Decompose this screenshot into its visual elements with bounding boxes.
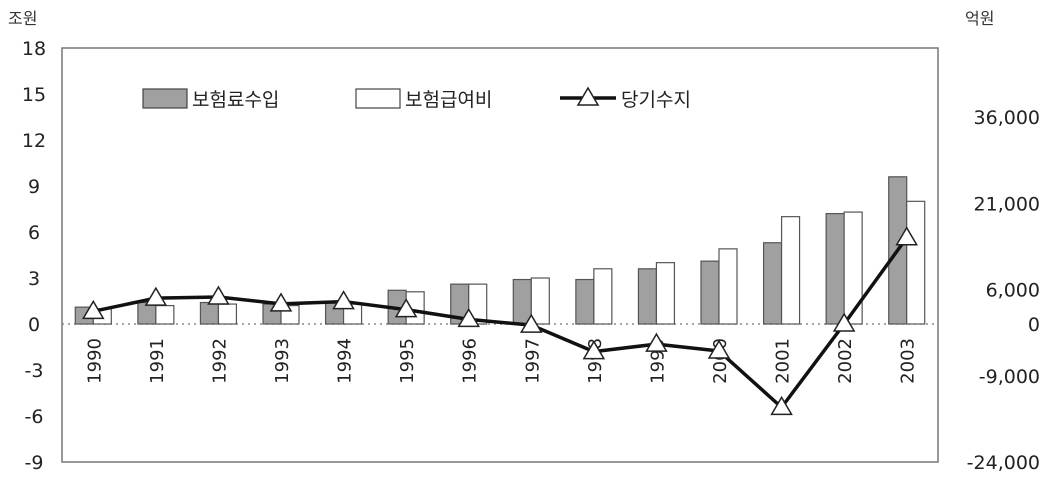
category-label: 1990	[84, 338, 105, 384]
right-tick-label: 21,000	[974, 193, 1040, 215]
left-axis-unit: 조원	[8, 9, 37, 28]
left-tick-label: 9	[28, 176, 40, 198]
category-label: 1993	[272, 338, 293, 384]
balance-point	[394, 298, 418, 318]
legend-swatch-benefit	[355, 88, 401, 109]
bar-premium-income	[512, 278, 532, 325]
bar-benefit-cost	[655, 262, 676, 325]
legend-swatch-marker	[576, 86, 600, 106]
bar-benefit-cost	[906, 200, 926, 325]
balance-line	[81, 226, 919, 416]
bar-benefit-cost	[530, 277, 550, 325]
balance-point	[707, 339, 731, 359]
category-label: 1997	[522, 338, 543, 384]
left-tick-label: 6	[28, 222, 40, 244]
legend-swatch-premium	[142, 88, 188, 109]
category-labels: 1990 1991 1992 1993 1994 1995 1996 1997 1998 1999…	[84, 338, 918, 384]
left-tick-label: 15	[22, 84, 46, 106]
balance-point	[832, 312, 856, 332]
right-tick-label: 0	[1028, 314, 1040, 336]
left-tick-label: -6	[25, 406, 44, 428]
left-tick-label: -9	[25, 452, 44, 474]
right-tick-label: -24,000	[967, 452, 1040, 474]
bar-benefit-cost	[217, 303, 238, 325]
plot-border	[61, 47, 939, 463]
category-label: 1992	[209, 338, 230, 384]
balance-point	[645, 332, 668, 352]
bar-premium-income	[637, 268, 658, 325]
category-label: 1995	[397, 338, 418, 384]
left-tick-label: 0	[28, 314, 40, 336]
left-tick-label: 12	[22, 130, 46, 152]
category-label: 1994	[335, 338, 356, 384]
legend-label-balance: 당기수지	[621, 89, 691, 111]
balance-point	[582, 340, 606, 360]
category-label: 1991	[147, 338, 168, 384]
bar-premium-income	[825, 213, 845, 325]
balance-point	[144, 286, 168, 306]
category-label: 2002	[835, 338, 856, 384]
left-tick-label: -3	[25, 360, 44, 382]
legend: 보험료수입 보험급여비 당기수지	[142, 86, 691, 111]
right-tick-label: 36,000	[974, 107, 1040, 129]
bar-premium-income	[762, 242, 783, 325]
bar-benefit-cost	[843, 211, 863, 325]
balance-point	[895, 226, 919, 246]
bar-premium-income	[700, 260, 720, 325]
right-tick-label: 6,000	[986, 280, 1040, 302]
left-tick-label: 3	[28, 268, 40, 290]
right-tick-label: -9,000	[979, 366, 1040, 388]
bar-premium-income	[199, 301, 220, 325]
bars	[74, 176, 926, 325]
category-label: 2003	[898, 338, 919, 384]
left-tick-label: 18	[22, 38, 46, 60]
bar-benefit-cost	[155, 305, 175, 325]
balance-point	[332, 290, 355, 310]
balance-point	[770, 395, 793, 416]
balance-series-line	[92, 236, 909, 410]
left-axis: 조원 18 15 12 9 6 3 0 -3 -6 -9	[8, 9, 46, 474]
bar-benefit-cost	[780, 216, 801, 325]
bar-benefit-cost	[718, 248, 738, 325]
category-label: 2001	[773, 338, 794, 384]
right-axis-unit: 억원	[965, 9, 994, 28]
bar-benefit-cost	[593, 268, 613, 325]
balance-point	[457, 307, 481, 328]
balance-point	[207, 285, 230, 305]
balance-point	[519, 313, 543, 333]
legend-label-benefit: 보험급여비	[405, 89, 492, 111]
category-label: 1996	[460, 338, 481, 384]
bar-premium-income	[575, 278, 595, 325]
right-axis: 억원 36,000 21,000 6,000 0 -9,000 -24,000	[965, 9, 1040, 474]
balance-point	[269, 292, 293, 312]
legend-label-premium: 보험료수입	[192, 89, 279, 111]
balance-point	[81, 299, 105, 320]
plot-frame	[61, 47, 939, 463]
